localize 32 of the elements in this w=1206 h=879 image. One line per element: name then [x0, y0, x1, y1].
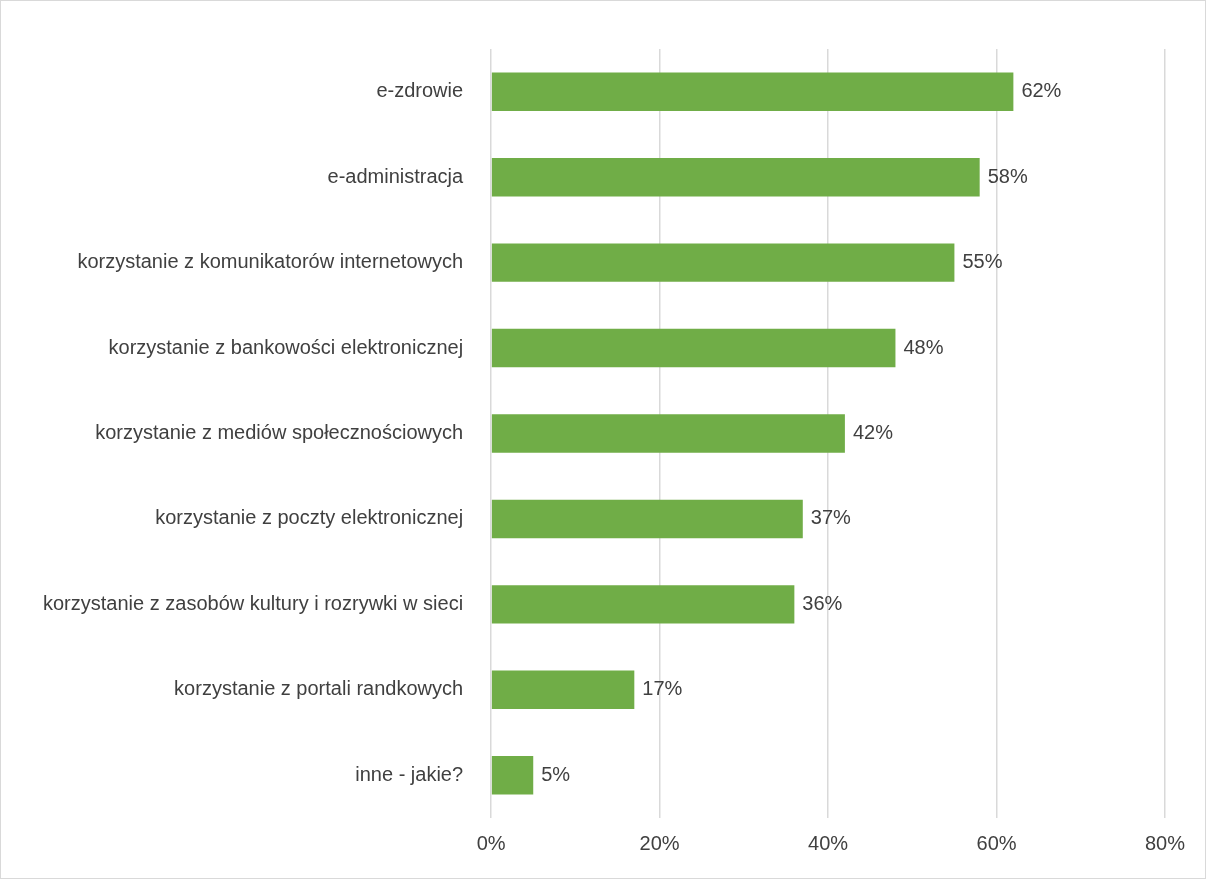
data-label: 42% [852, 421, 894, 444]
x-tick-label: 20% [639, 831, 680, 854]
x-tick-label: 80% [1144, 831, 1186, 854]
bar [491, 585, 795, 624]
bar [491, 72, 1014, 111]
data-label: 5% [541, 762, 571, 785]
data-label: 37% [810, 506, 852, 529]
bar [491, 243, 955, 282]
y-tick-label: e-administracja [327, 164, 464, 187]
data-label: 55% [962, 250, 1003, 273]
y-tick-label: korzystanie z mediów społecznościowych [95, 421, 464, 444]
data-label: 48% [903, 335, 944, 358]
y-tick-label: inne - jakie? [355, 762, 464, 785]
x-tick-label: 0% [476, 831, 506, 854]
data-label: 36% [802, 591, 843, 614]
bar [491, 756, 534, 795]
data-label: 62% [1021, 79, 1062, 102]
y-tick-label: korzystanie z zasobów kultury i rozrywki w sieci [42, 591, 464, 614]
bar [491, 328, 896, 368]
bar [491, 414, 845, 453]
bar [491, 157, 980, 197]
y-tick-label: korzystanie z portali randkowych [174, 677, 464, 700]
x-tick-label: 60% [976, 831, 1017, 854]
y-tick-label: e-zdrowie [376, 79, 464, 102]
x-tick-label: 40% [808, 831, 849, 854]
y-tick-label: korzystanie z bankowości elektronicznej [108, 335, 464, 358]
y-tick-label: korzystanie z poczty elektronicznej [155, 506, 464, 529]
y-tick-label: korzystanie z komunikatorów internetowych [77, 250, 464, 273]
bar [491, 499, 803, 539]
bar [491, 670, 635, 710]
data-label: 17% [642, 677, 683, 700]
data-label: 58% [987, 164, 1028, 187]
